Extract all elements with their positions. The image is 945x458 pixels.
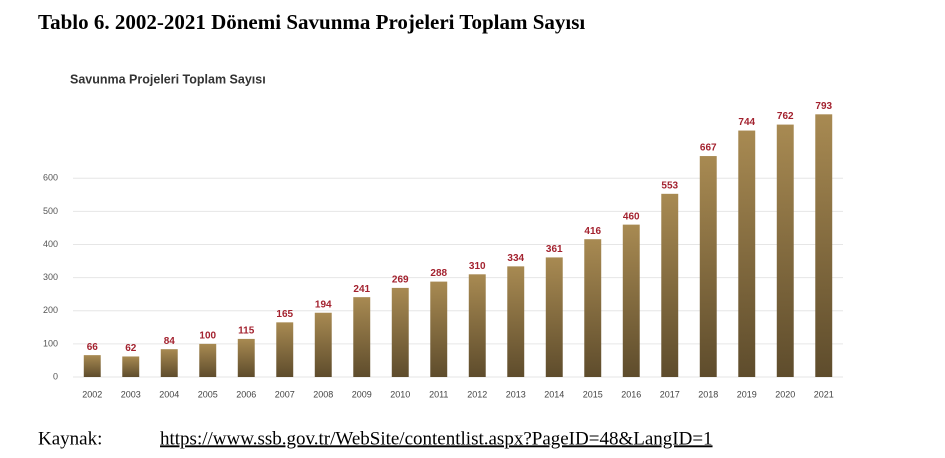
y-tick-label: 300 xyxy=(43,272,58,282)
value-label: 288 xyxy=(430,268,447,279)
bar xyxy=(468,274,486,377)
value-label: 100 xyxy=(199,331,216,342)
value-label: 194 xyxy=(315,299,332,310)
bar xyxy=(738,130,756,377)
x-tick-label: 2014 xyxy=(544,389,564,399)
source-url: https://www.ssb.gov.tr/WebSite/contentli… xyxy=(160,428,713,449)
x-tick-label: 2019 xyxy=(737,389,757,399)
value-label: 84 xyxy=(164,336,176,347)
value-label: 416 xyxy=(584,226,601,237)
bar xyxy=(276,322,294,377)
y-tick-label: 200 xyxy=(43,305,58,315)
x-tick-label: 2012 xyxy=(467,389,487,399)
x-tick-label: 2018 xyxy=(698,389,718,399)
x-tick-label: 2002 xyxy=(82,389,102,399)
bar xyxy=(622,224,640,377)
value-label: 115 xyxy=(238,326,255,337)
value-label: 62 xyxy=(125,343,137,354)
value-label: 460 xyxy=(623,211,640,222)
y-tick-label: 500 xyxy=(43,206,58,216)
x-tick-label: 2021 xyxy=(814,389,834,399)
bar xyxy=(699,156,717,377)
value-label: 241 xyxy=(353,284,370,295)
value-label: 361 xyxy=(546,244,563,255)
x-tick-label: 2006 xyxy=(236,389,256,399)
value-label: 66 xyxy=(87,342,99,353)
x-tick-label: 2007 xyxy=(275,389,295,399)
x-tick-label: 2015 xyxy=(583,389,603,399)
x-tick-label: 2008 xyxy=(313,389,333,399)
y-tick-label: 100 xyxy=(43,338,58,348)
source-label: Kaynak: xyxy=(38,428,102,449)
x-tick-label: 2016 xyxy=(621,389,641,399)
bar xyxy=(545,257,563,377)
x-tick-label: 2005 xyxy=(198,389,218,399)
bar xyxy=(584,239,602,377)
y-tick-label: 400 xyxy=(43,239,58,249)
chart-title: Savunma Projeleri Toplam Sayısı xyxy=(70,72,266,86)
value-label: 762 xyxy=(777,111,794,122)
value-label: 165 xyxy=(276,309,293,320)
bar xyxy=(815,114,833,377)
bar xyxy=(83,355,101,377)
bar xyxy=(160,349,178,377)
y-tick-label: 0 xyxy=(53,371,58,381)
x-tick-label: 2010 xyxy=(390,389,410,399)
value-label: 310 xyxy=(469,261,486,272)
bar xyxy=(507,266,525,377)
bar xyxy=(122,356,140,377)
bar xyxy=(776,124,794,378)
bar xyxy=(430,281,448,377)
bar xyxy=(661,193,679,377)
bar xyxy=(353,297,371,377)
x-tick-label: 2013 xyxy=(506,389,526,399)
value-label: 793 xyxy=(815,101,832,112)
bar xyxy=(199,343,217,377)
bar xyxy=(391,287,409,377)
x-tick-label: 2011 xyxy=(429,389,448,399)
x-tick-label: 2020 xyxy=(775,389,795,399)
x-tick-label: 2009 xyxy=(352,389,372,399)
heading: Tablo 6. 2002-2021 Dönemi Savunma Projel… xyxy=(38,10,585,34)
bar xyxy=(314,312,332,377)
value-label: 744 xyxy=(738,117,755,128)
value-label: 667 xyxy=(700,143,717,154)
y-tick-label: 600 xyxy=(43,173,58,183)
x-tick-label: 2004 xyxy=(159,389,179,399)
x-tick-label: 2003 xyxy=(121,389,141,399)
x-tick-label: 2017 xyxy=(660,389,680,399)
value-label: 269 xyxy=(392,275,409,286)
bar xyxy=(237,338,255,377)
value-label: 553 xyxy=(661,180,678,191)
value-label: 334 xyxy=(507,253,524,264)
